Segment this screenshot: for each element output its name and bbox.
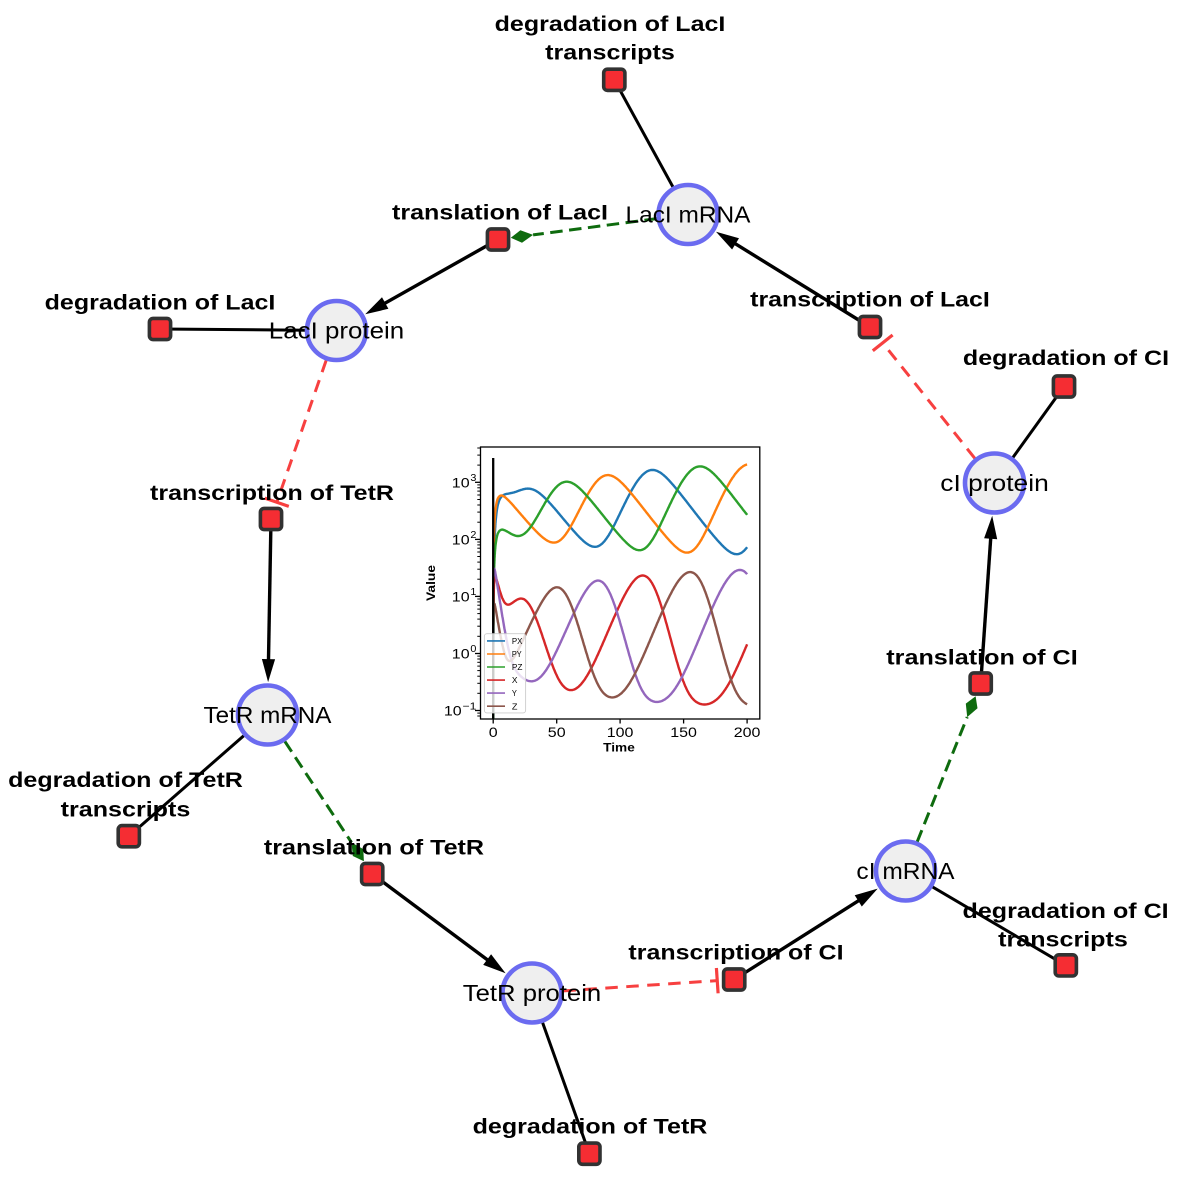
- svg-text:50: 50: [548, 724, 566, 740]
- svg-text:Value: Value: [426, 565, 438, 601]
- svg-text:1: 1: [470, 587, 476, 598]
- svg-text:cI mRNA: cI mRNA: [856, 858, 955, 884]
- svg-text:200: 200: [734, 724, 761, 740]
- svg-text:10: 10: [452, 589, 470, 605]
- svg-text:2: 2: [470, 530, 476, 541]
- svg-text:X: X: [512, 676, 518, 685]
- svg-text:cI protein: cI protein: [940, 470, 1049, 496]
- svg-text:Y: Y: [512, 689, 517, 698]
- svg-text:translation of LacI: translation of LacI: [392, 202, 608, 225]
- svg-text:TetR protein: TetR protein: [463, 980, 601, 1006]
- svg-text:10: 10: [452, 532, 470, 548]
- svg-text:degradation of CI: degradation of CI: [963, 347, 1169, 370]
- svg-text:LacI mRNA: LacI mRNA: [626, 202, 752, 228]
- svg-text:0: 0: [489, 724, 498, 740]
- svg-text:transcripts: transcripts: [61, 799, 191, 822]
- svg-text:TetR mRNA: TetR mRNA: [204, 702, 333, 728]
- svg-text:10: 10: [444, 703, 462, 719]
- svg-text:Time: Time: [603, 743, 635, 755]
- svg-text:transcription of CI: transcription of CI: [628, 941, 843, 964]
- svg-text:PZ: PZ: [512, 663, 523, 672]
- svg-text:−1: −1: [463, 701, 477, 712]
- svg-text:0: 0: [470, 644, 476, 655]
- svg-text:PX: PX: [512, 637, 523, 646]
- svg-text:degradation of CI: degradation of CI: [963, 900, 1169, 923]
- svg-text:transcripts: transcripts: [545, 41, 675, 64]
- svg-text:transcription of LacI: transcription of LacI: [750, 289, 990, 312]
- svg-text:10: 10: [452, 475, 470, 491]
- svg-text:degradation of LacI: degradation of LacI: [495, 13, 726, 36]
- svg-text:150: 150: [670, 724, 697, 740]
- svg-text:10: 10: [452, 646, 470, 662]
- svg-text:degradation of LacI: degradation of LacI: [45, 292, 276, 315]
- svg-text:PY: PY: [512, 650, 522, 659]
- svg-text:degradation of TetR: degradation of TetR: [473, 1116, 708, 1139]
- svg-text:Z: Z: [512, 702, 518, 711]
- svg-text:LacI protein: LacI protein: [269, 318, 404, 344]
- svg-text:degradation of TetR: degradation of TetR: [8, 769, 243, 792]
- svg-text:translation of TetR: translation of TetR: [264, 837, 484, 860]
- svg-text:transcripts: transcripts: [998, 929, 1128, 952]
- svg-text:100: 100: [607, 724, 634, 740]
- svg-text:3: 3: [470, 473, 476, 484]
- svg-text:transcription of TetR: transcription of TetR: [150, 482, 394, 505]
- svg-text:translation of CI: translation of CI: [886, 646, 1077, 669]
